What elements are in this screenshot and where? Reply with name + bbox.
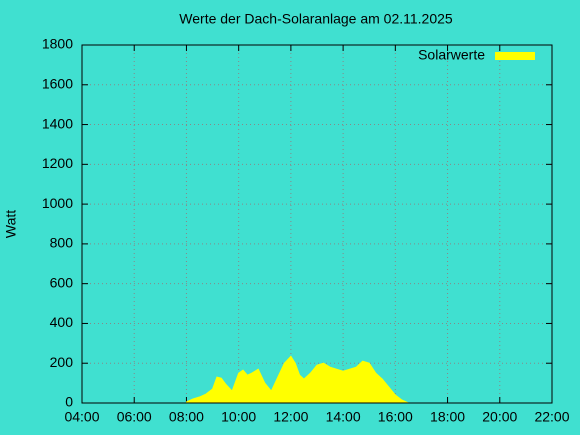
y-tick-label: 1200 bbox=[42, 155, 73, 171]
plot-frame bbox=[81, 44, 553, 404]
legend-swatch bbox=[495, 52, 535, 60]
x-tick-label: 14:00 bbox=[326, 409, 361, 425]
x-tick-label: 04:00 bbox=[64, 409, 99, 425]
x-tick-label: 08:00 bbox=[169, 409, 204, 425]
x-tick-label: 12:00 bbox=[273, 409, 308, 425]
y-tick-label: 1800 bbox=[42, 36, 73, 52]
y-tick-label: 0 bbox=[65, 394, 73, 410]
x-tick-label: 18:00 bbox=[430, 409, 465, 425]
x-tick-label: 20:00 bbox=[482, 409, 517, 425]
area bbox=[185, 355, 409, 404]
y-tick-label: 200 bbox=[50, 354, 74, 370]
chart-title: Werte der Dach-Solaranlage am 02.11.2025 bbox=[179, 11, 453, 27]
y-tick-label: 1000 bbox=[42, 195, 73, 211]
y-tick-label: 800 bbox=[50, 235, 74, 251]
y-tick-label: 600 bbox=[50, 274, 74, 290]
y-tick-label: 400 bbox=[50, 314, 74, 330]
y-axis-label: Watt bbox=[3, 210, 19, 238]
legend-label: Solarwerte bbox=[418, 47, 485, 63]
x-tick-label: 16:00 bbox=[378, 409, 413, 425]
y-tick-label: 1600 bbox=[42, 75, 73, 91]
x-tick-label: 10:00 bbox=[221, 409, 256, 425]
x-tick-label: 06:00 bbox=[117, 409, 152, 425]
x-tick-label: 22:00 bbox=[534, 409, 569, 425]
y-tick-label: 1400 bbox=[42, 115, 73, 131]
